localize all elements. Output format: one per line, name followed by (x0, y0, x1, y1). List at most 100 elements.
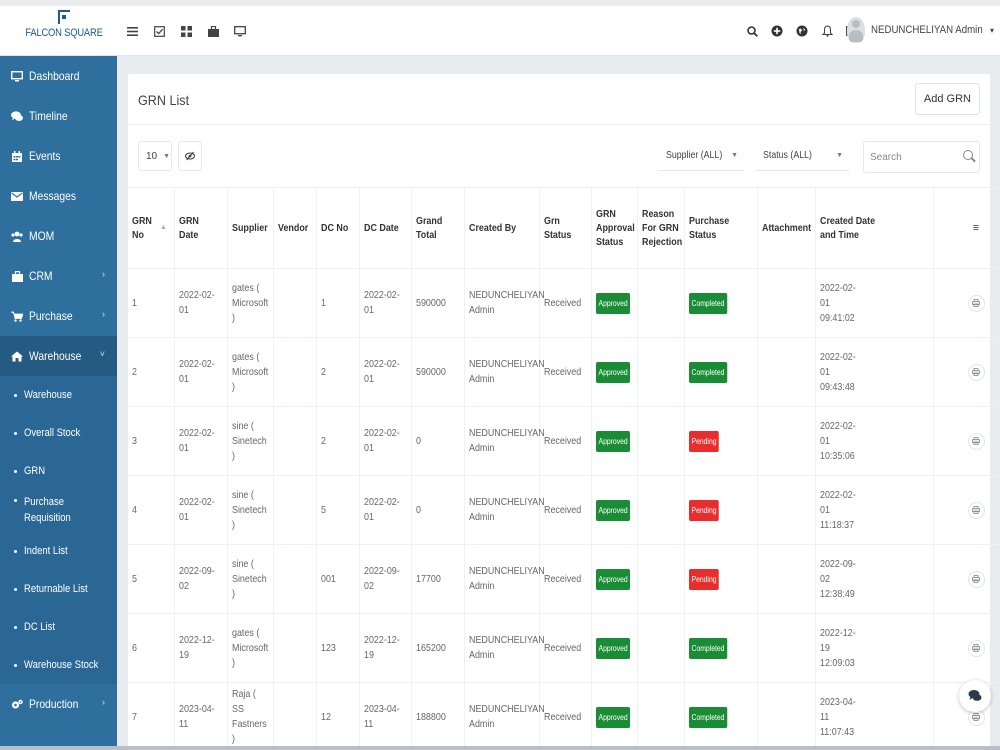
submenu-item-indent-list[interactable]: Indent List (0, 532, 117, 570)
column-header[interactable]: Created By (464, 187, 540, 269)
table-cell-dc-no: 123 (316, 613, 360, 683)
column-header[interactable]: Created Date and Time (815, 187, 934, 269)
cell-text: 2022-02-01 (178, 289, 215, 316)
list-icon[interactable] (124, 24, 140, 38)
sidebar-item-production[interactable]: Production › (0, 684, 117, 724)
check-square-icon[interactable] (151, 24, 167, 38)
sidebar-item-purchase[interactable]: Purchase › (0, 296, 117, 336)
print-button[interactable] (967, 432, 985, 450)
sidebar-item-crm[interactable]: CRM › (0, 256, 117, 296)
cell-text: NEDUNCHELIYAN Admin (468, 358, 545, 385)
search-icon[interactable] (744, 24, 760, 38)
grn-table: GRN No ▲ GRN Date Supplier Vendor DC No D… (128, 187, 1000, 750)
print-button[interactable] (967, 363, 985, 381)
table-cell-created: 2022-02-01 09:43:48 (815, 337, 934, 407)
submenu-item-warehouse-stock[interactable]: Warehouse Stock (0, 646, 117, 684)
grn-list-card: GRN List Add GRN 10 ▼ Supplier (ALL) ▼ S… (128, 74, 1000, 750)
submenu-item-overall-stock[interactable]: Overall Stock (0, 414, 117, 452)
avatar (847, 17, 866, 43)
brand-logo[interactable]: FALCON SQUARE (14, 10, 114, 39)
table-cell-no: 6 (128, 613, 175, 683)
column-header[interactable]: Purchase Status (684, 187, 758, 269)
column-menu-button[interactable]: ≡ (933, 187, 1000, 269)
header-actions (744, 24, 860, 38)
monitor-icon[interactable] (232, 24, 248, 38)
page-length-select[interactable]: 10 ▼ (138, 141, 172, 171)
table-cell-dc-date: 2022-02-01 (359, 406, 412, 476)
print-button[interactable] (967, 294, 985, 312)
table-cell-created: 2022-02-01 10:35:06 (815, 406, 934, 476)
sidebar-item-events[interactable]: Events (0, 136, 117, 176)
submenu-item-purchase-requisition[interactable]: Purchase Requisition (0, 490, 117, 532)
column-header[interactable]: GRN No ▲ (128, 187, 175, 269)
column-header[interactable]: Vendor (273, 187, 317, 269)
submenu-item-returnable-list[interactable]: Returnable List (0, 570, 117, 608)
purchase-status-badge: Completed (688, 292, 727, 314)
falcon-logo-icon (58, 10, 70, 24)
caret-down-icon: ▼ (731, 152, 738, 159)
briefcase-icon[interactable] (205, 24, 221, 38)
table-cell-vendor (273, 682, 317, 750)
table-cell-total: 165200 (411, 613, 465, 683)
table-row[interactable]: 2 2022-02-01 gates ( Microsoft ) 2 2022-02-0… (128, 337, 1000, 407)
column-header[interactable]: Reason For GRN Rejection (637, 187, 685, 269)
chat-button[interactable] (959, 680, 991, 712)
submenu-item-dc-list[interactable]: DC List (0, 608, 117, 646)
chevron-right-icon: › (102, 269, 105, 279)
table-cell-purchase: Pending (684, 406, 758, 476)
table-row[interactable]: 4 2022-02-01 sine ( Sinetech ) 5 2022-02-01 0… (128, 475, 1000, 545)
column-header[interactable]: DC No (316, 187, 360, 269)
sidebar-item-messages[interactable]: Messages (0, 176, 117, 216)
table-cell-created-by: NEDUNCHELIYAN Admin (464, 475, 544, 545)
cell-text: 123 (320, 641, 336, 654)
sidebar-item-warehouse[interactable]: Warehouse ˅ (0, 336, 117, 376)
submenu-item-label: DC List (24, 621, 56, 633)
table-row[interactable]: 7 2023-04-11 Raja ( SS Fastners ) 12 2023-04… (128, 682, 1000, 750)
column-header[interactable]: Grn Status (539, 187, 592, 269)
column-header[interactable]: DC Date (359, 187, 412, 269)
table-cell-grn-status: Received (539, 613, 592, 683)
bullet-icon (14, 587, 17, 591)
table-cell-purchase: Pending (684, 544, 758, 614)
column-visibility-button[interactable] (178, 141, 202, 171)
table-cell-date: 2022-02-01 (174, 268, 228, 338)
sidebar-item-timeline[interactable]: Timeline (0, 96, 117, 136)
plus-circle-icon[interactable] (769, 24, 785, 38)
sidebar-item-dashboard[interactable]: Dashboard (0, 56, 117, 96)
table-row[interactable]: 3 2022-02-01 sine ( Sinetech ) 2 2022-02-01 0… (128, 406, 1000, 476)
status-filter-select[interactable]: Status (ALL) ▼ (755, 141, 849, 171)
table-row[interactable]: 6 2022-12-19 gates ( Microsoft ) 123 2022-12… (128, 613, 1000, 683)
briefcase-icon (11, 270, 23, 282)
submenu-item-grn[interactable]: GRN (0, 452, 117, 490)
table-row[interactable]: 1 2022-02-01 gates ( Microsoft ) 1 2022-02-0… (128, 268, 1000, 338)
table-cell-purchase: Completed (684, 682, 758, 750)
table-cell-total: 0 (411, 406, 465, 476)
grid-icon[interactable] (178, 24, 194, 38)
column-header[interactable]: GRN Date (174, 187, 228, 269)
submenu-item-label: Warehouse Stock (24, 659, 99, 671)
table-cell-supplier: sine ( Sinetech ) (227, 475, 274, 545)
table-row[interactable]: 5 2022-09-02 sine ( Sinetech ) 001 2022-09-0… (128, 544, 1000, 614)
column-header[interactable]: Grand Total (411, 187, 465, 269)
column-header[interactable]: GRN Approval Status (591, 187, 638, 269)
print-button[interactable] (967, 570, 985, 588)
table-cell-vendor (273, 544, 317, 614)
column-header[interactable]: Supplier (227, 187, 274, 269)
approval-status-badge: Approved (595, 637, 630, 659)
add-grn-button[interactable]: Add GRN (914, 83, 980, 115)
user-menu[interactable]: NEDUNCHELIYAN Admin ▾ (847, 17, 994, 43)
bullet-icon (14, 393, 17, 397)
supplier-filter-select[interactable]: Supplier (ALL) ▼ (658, 141, 744, 171)
column-header[interactable]: Attachment (757, 187, 816, 269)
sidebar-item-mom[interactable]: MOM (0, 216, 117, 256)
bell-icon[interactable] (819, 24, 835, 38)
search-input[interactable]: Search (863, 141, 980, 173)
print-button[interactable] (967, 639, 985, 657)
submenu-item-warehouse[interactable]: Warehouse (0, 376, 117, 414)
table-cell-attachment (757, 682, 816, 750)
table-header-row: GRN No ▲ GRN Date Supplier Vendor DC No D… (128, 187, 1000, 269)
cell-text: 2023-04-11 11:07:43 (819, 695, 856, 738)
print-button[interactable] (967, 501, 985, 519)
calendar-icon (11, 150, 23, 162)
globe-icon[interactable] (794, 24, 810, 38)
